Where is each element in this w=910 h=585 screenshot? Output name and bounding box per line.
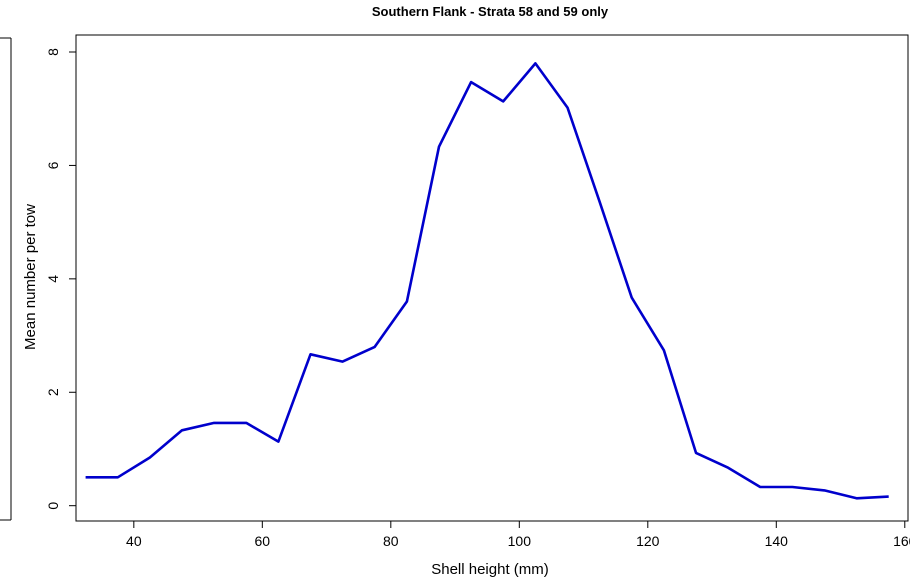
x-tick-label: 140 [765,533,789,549]
x-tick-label: 60 [255,533,271,549]
y-tick-label: 4 [45,275,61,283]
x-tick-label: 100 [508,533,532,549]
y-axis: 0 2 4 6 8 [45,48,77,510]
y-tick-label: 8 [45,48,61,56]
x-tick-label: 80 [383,533,399,549]
y-tick-label: 0 [45,502,61,510]
x-axis: 40 60 80 100 120 140 160 [126,520,910,549]
x-tick-label: 160 [893,533,910,549]
y-tick-label: 2 [45,388,61,396]
x-axis-label: Shell height (mm) [431,561,549,578]
x-tick-label: 40 [126,533,142,549]
series-line [85,62,889,500]
series-layer [85,62,889,500]
chart-title: Southern Flank - Strata 58 and 59 only [372,4,609,19]
x-tick-label: 120 [636,533,660,549]
y-tick-label: 6 [45,161,61,169]
y-axis-label: Mean number per tow [22,204,39,350]
